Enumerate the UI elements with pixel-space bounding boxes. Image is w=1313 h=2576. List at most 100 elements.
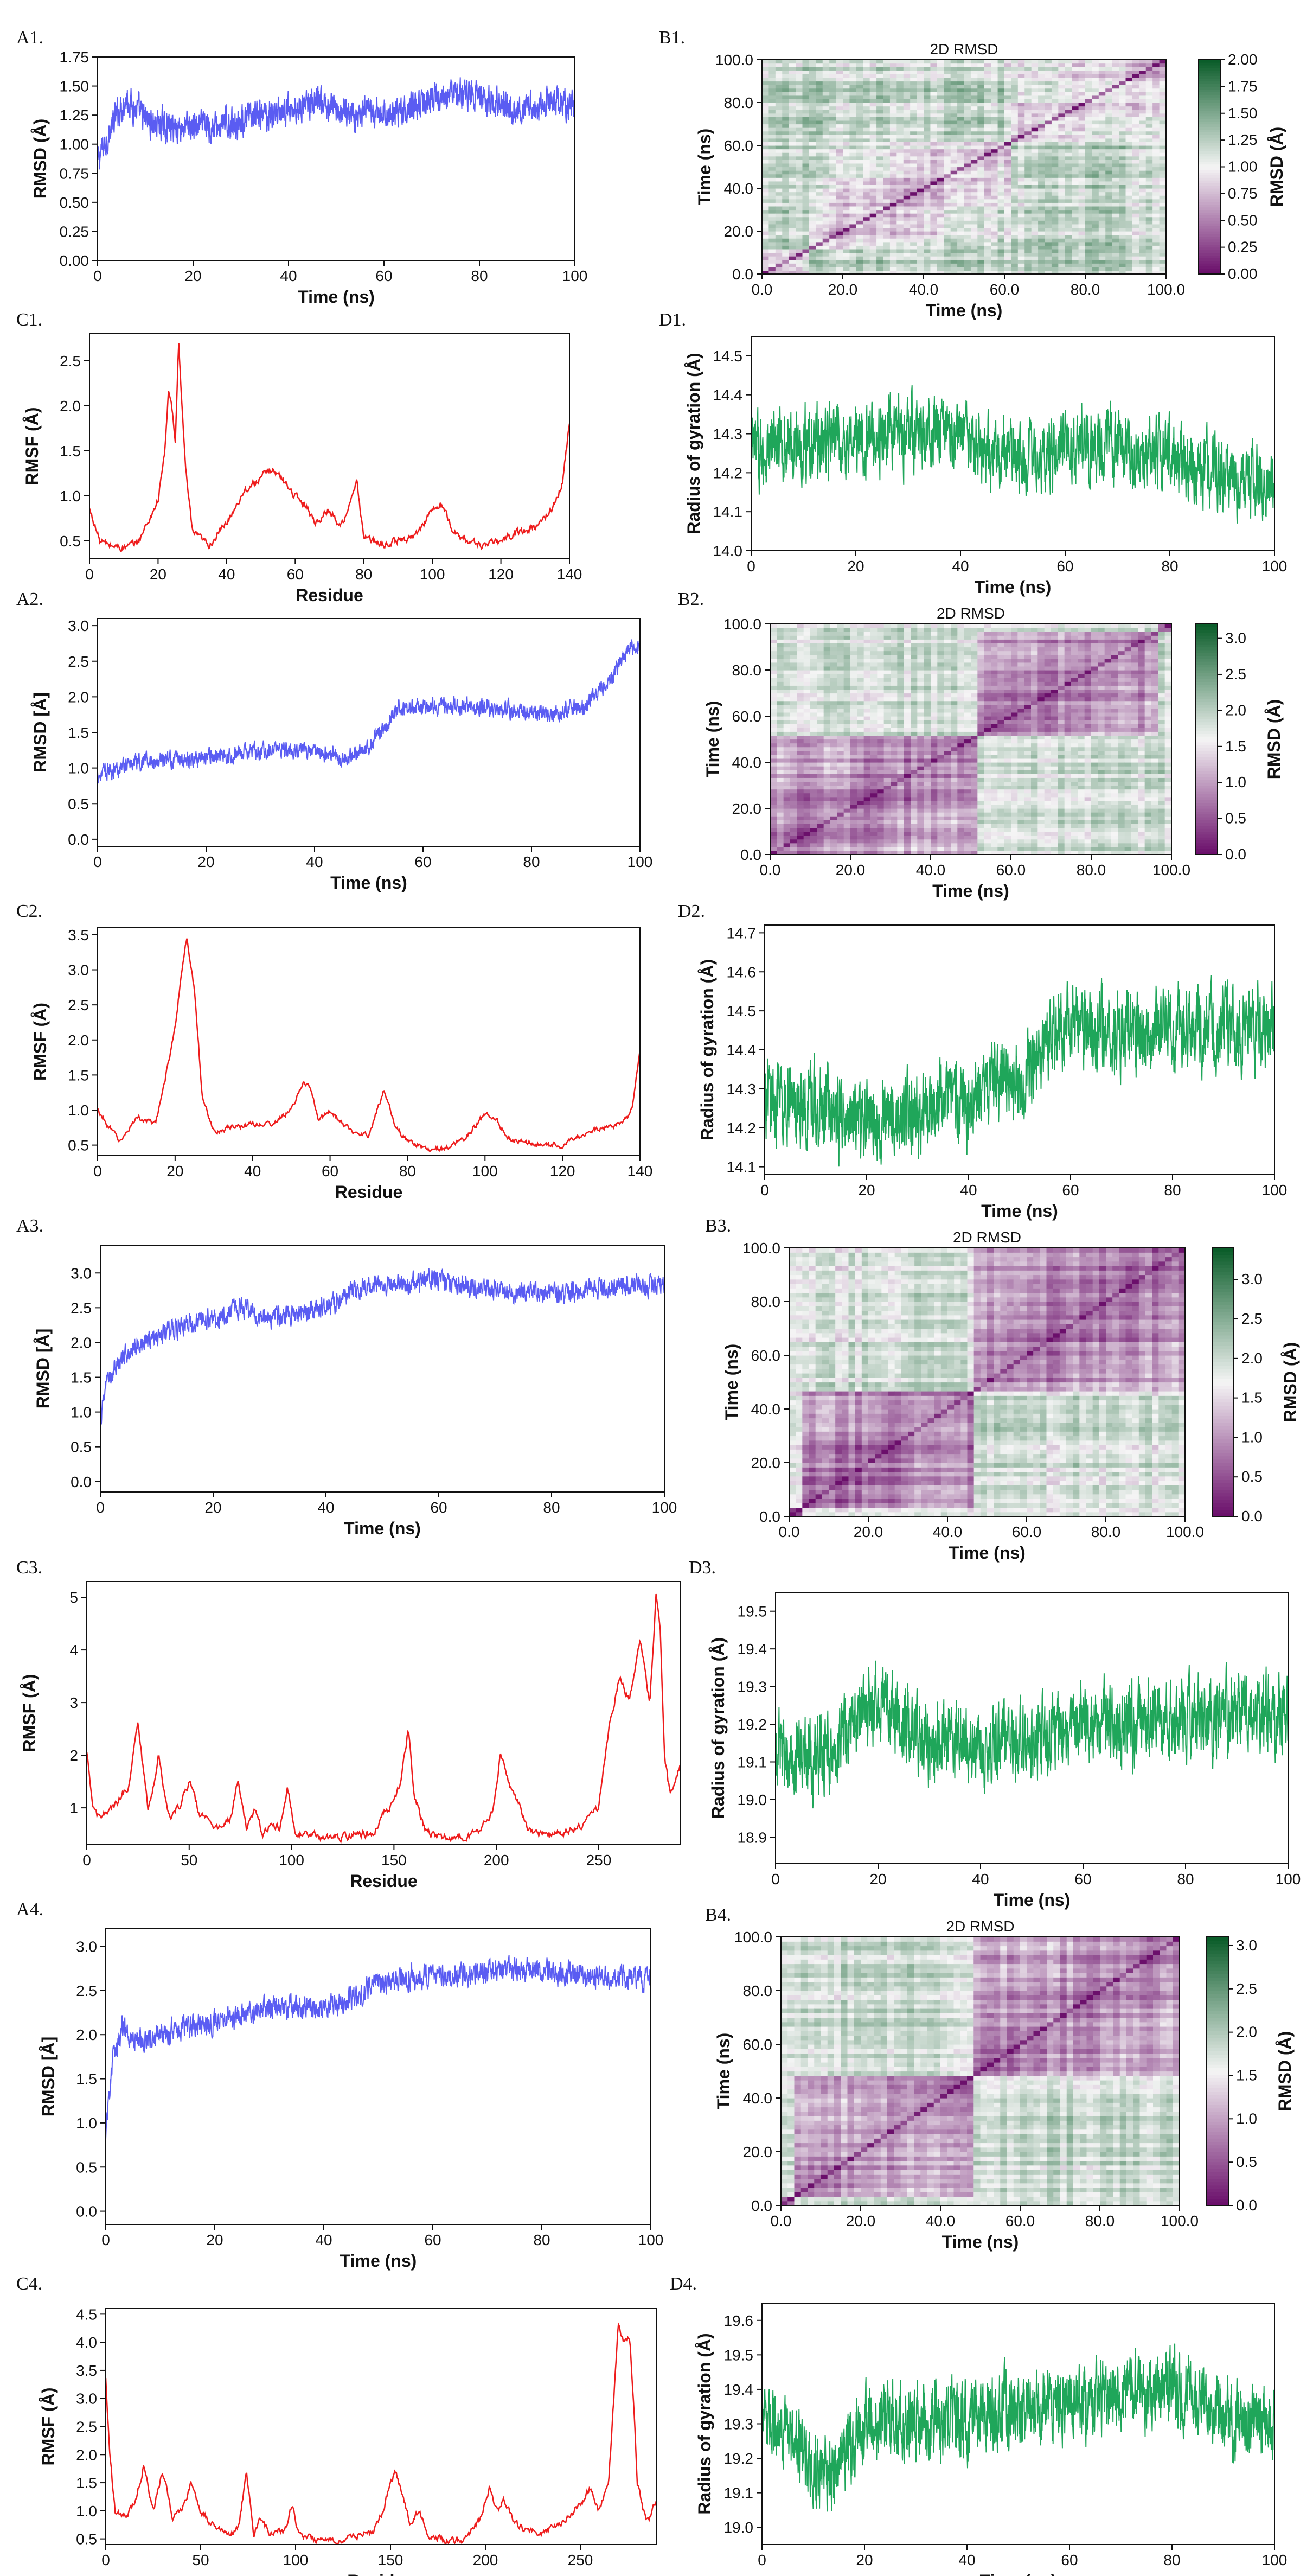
heatmap-cell [849, 113, 857, 117]
heatmap-cell [1031, 103, 1039, 107]
heatmap-cell [1051, 95, 1059, 100]
heatmap-cell [1152, 241, 1160, 246]
heatmap-cell [870, 635, 878, 640]
heatmap-cell [1112, 117, 1119, 121]
heatmap-cell [789, 170, 796, 175]
heatmap-cell [877, 712, 885, 717]
heatmap-cell [775, 213, 783, 218]
heatmap-cell [822, 270, 830, 275]
heatmap-cell [1105, 252, 1113, 257]
heatmap-cell [1072, 67, 1079, 71]
heatmap-cell [950, 170, 958, 175]
heatmap-cell [903, 234, 911, 239]
heatmap-cell [870, 681, 878, 686]
heatmap-cell [924, 167, 931, 171]
heatmap-cell [830, 678, 837, 682]
heatmap-cell [1031, 181, 1039, 186]
heatmap-cell [1017, 160, 1025, 164]
heatmap-cell [997, 252, 1005, 257]
heatmap-cell [984, 138, 991, 143]
heatmap-cell [977, 241, 985, 246]
heatmap-cell [984, 170, 991, 175]
heatmap-cell [770, 643, 777, 648]
heatmap-cell [863, 704, 871, 709]
heatmap-cell [1152, 142, 1160, 146]
heatmap-cell [1125, 135, 1133, 139]
heatmap-cell [823, 766, 831, 770]
heatmap-cell [889, 216, 897, 221]
heatmap-cell [1125, 145, 1133, 150]
heatmap-cell [1011, 184, 1019, 189]
heatmap-cell [937, 248, 944, 253]
heatmap-cell [1092, 110, 1099, 114]
heatmap-cell [783, 850, 791, 855]
heatmap-cell [782, 270, 790, 275]
heatmap-cell [803, 724, 811, 728]
heatmap-cell [843, 220, 850, 225]
heatmap-cell [869, 135, 877, 139]
heatmap-cell [1125, 131, 1133, 135]
heatmap-cell [1011, 234, 1019, 239]
heatmap-cell [850, 720, 857, 724]
heatmap-cell [830, 747, 837, 751]
heatmap-cell [1004, 106, 1012, 110]
heatmap-cell [937, 209, 944, 214]
heatmap-cell [964, 74, 971, 78]
heatmap-cell [850, 816, 857, 820]
heatmap-cell [1065, 256, 1072, 260]
heatmap-cell [843, 245, 850, 250]
heatmap-cell [870, 774, 878, 778]
heatmap-cell [849, 120, 857, 125]
heatmap-cell [910, 213, 918, 218]
heatmap-cell [823, 728, 831, 732]
heatmap-cell [903, 60, 911, 64]
heatmap-cell [822, 256, 830, 260]
heatmap-cell [1085, 202, 1093, 207]
heatmap-cell [930, 81, 938, 85]
heatmap-cell [1132, 124, 1139, 128]
heatmap-cell [876, 99, 884, 103]
heatmap-cell [903, 170, 911, 175]
heatmap-cell [950, 149, 958, 153]
heatmap-cell [977, 184, 985, 189]
heatmap-cell [1058, 252, 1066, 257]
heatmap-cell [1072, 95, 1079, 100]
heatmap-cell [964, 245, 971, 250]
heatmap-cell [782, 110, 790, 114]
heatmap-cell [1105, 85, 1113, 89]
heatmap-cell [810, 728, 817, 732]
heatmap-cell [790, 735, 797, 740]
heatmap-cell [796, 216, 803, 221]
heatmap-cell [950, 70, 958, 74]
heatmap-cell [797, 812, 804, 817]
heatmap-cell [783, 827, 791, 832]
heatmap-cell [822, 199, 830, 203]
heatmap-cell [970, 163, 978, 168]
heatmap-cell [822, 206, 830, 211]
heatmap-cell [783, 747, 791, 751]
heatmap-cell [977, 266, 985, 271]
heatmap-cell [997, 138, 1005, 143]
heatmap-cell [1119, 266, 1126, 271]
heatmap-cell [1051, 213, 1059, 218]
heatmap-cell [850, 735, 857, 740]
heatmap-cell [777, 704, 784, 709]
heatmap-cell [937, 60, 944, 64]
heatmap-cell [883, 142, 891, 146]
heatmap-cell [944, 81, 951, 85]
heatmap-cell [857, 681, 864, 686]
heatmap-cell [1159, 238, 1167, 243]
heatmap-cell [1017, 106, 1025, 110]
heatmap-cell [877, 831, 885, 836]
heatmap-cell [850, 777, 857, 782]
heatmap-cell [783, 781, 791, 786]
heatmap-cell [822, 266, 830, 271]
heatmap-cell [856, 220, 863, 225]
heatmap-cell [944, 266, 951, 271]
heatmap-cell [1078, 113, 1086, 117]
colorbar-segment [1199, 269, 1220, 272]
colorbar-segment [1199, 84, 1220, 87]
heatmap-cell [917, 138, 924, 143]
heatmap-cell [830, 716, 837, 720]
heatmap-cell [1132, 160, 1139, 164]
